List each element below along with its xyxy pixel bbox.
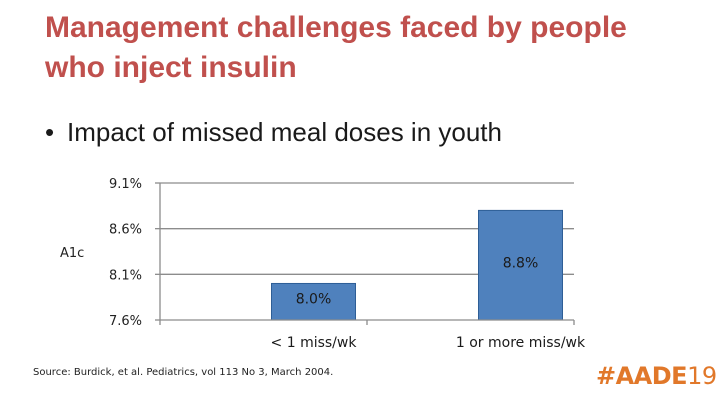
y-tick-label: 7.6% <box>109 314 142 329</box>
logo-text-year: 19 <box>687 362 717 390</box>
x-category-label: < 1 miss/wk <box>271 335 358 351</box>
aade19-logo: #AADE19 <box>596 362 717 390</box>
chart-bars <box>271 209 563 321</box>
bullet-dot-icon: • <box>45 117 55 147</box>
source-citation: Source: Burdick, et al. Pediatrics, vol … <box>33 367 334 378</box>
y-tick-label: 9.1% <box>109 177 142 192</box>
data-label: 8.0% <box>296 291 332 307</box>
y-tick-label: 8.1% <box>109 268 142 283</box>
bullet-point: • Impact of missed meal doses in youth <box>45 114 685 150</box>
chart-axes <box>155 182 575 325</box>
data-label: 8.8% <box>503 255 539 271</box>
y-tick-label: 8.6% <box>109 223 142 238</box>
logo-text-main: #AADE <box>596 362 688 390</box>
chart-labels: 7.6% 8.1% 8.6% 9.1% A1c 8.0% < 1 miss/wk 8.8% 1 … <box>60 177 586 351</box>
bar <box>478 209 563 321</box>
slide-title: Management challenges faced by people wh… <box>45 11 627 84</box>
x-category-label: 1 or more miss/wk <box>456 335 586 351</box>
y-axis-label: A1c <box>60 246 84 261</box>
bullet-text: Impact of missed meal doses in youth <box>67 117 502 147</box>
